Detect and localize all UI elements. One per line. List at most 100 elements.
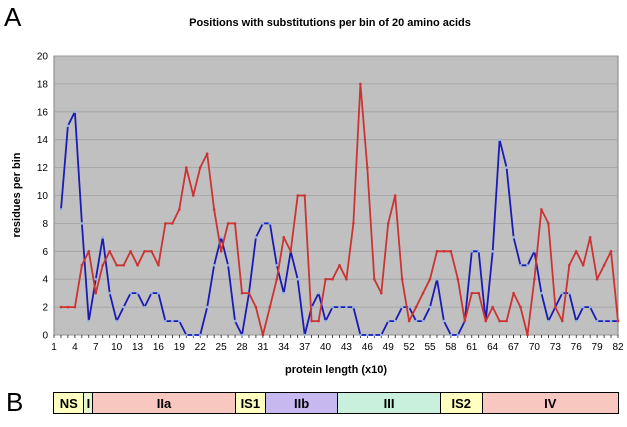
data-point (414, 319, 418, 323)
data-point (602, 319, 606, 323)
data-point (73, 305, 77, 309)
data-point (296, 194, 300, 197)
domain-segment-ns: NS (54, 393, 85, 413)
domain-segment-iv: IV (482, 393, 618, 413)
x-tick-label: 40 (320, 342, 332, 353)
data-point (324, 277, 327, 281)
grid-lines (54, 55, 618, 336)
data-point (178, 319, 181, 323)
data-point (212, 263, 216, 267)
y-tick-label: 12 (37, 163, 49, 174)
x-tick-label: 82 (612, 342, 624, 353)
data-point (157, 291, 160, 295)
y-tick-label: 20 (37, 52, 49, 63)
data-point (456, 333, 460, 337)
data-point (442, 250, 446, 253)
data-point (226, 222, 230, 225)
domain-segment-iib: IIb (266, 393, 339, 413)
data-point (463, 319, 467, 323)
data-point (136, 291, 139, 295)
data-point (247, 291, 251, 295)
data-point (261, 333, 265, 337)
data-point (379, 291, 383, 295)
x-tick-label: 67 (508, 342, 520, 353)
data-point (164, 319, 167, 323)
data-point (352, 222, 355, 225)
x-tick-label: 7 (93, 342, 99, 353)
data-point (66, 305, 70, 309)
data-point (393, 319, 397, 323)
y-tick-label: 4 (42, 275, 48, 286)
domain-segment-is2: IS2 (440, 393, 483, 413)
data-point (442, 319, 446, 323)
data-point (602, 263, 606, 267)
x-tick-label: 16 (153, 342, 165, 353)
data-point (184, 333, 188, 337)
data-point (547, 222, 550, 225)
data-point (386, 222, 390, 225)
x-tick-label: 64 (487, 342, 499, 353)
data-point (80, 222, 84, 225)
data-point (219, 250, 223, 253)
data-point (379, 333, 383, 337)
data-point (101, 263, 105, 267)
data-point (359, 333, 362, 337)
data-point (87, 319, 91, 323)
x-tick-label: 28 (236, 342, 248, 353)
data-point (491, 250, 494, 253)
data-point (540, 208, 543, 211)
data-point (122, 305, 125, 309)
data-point (533, 250, 536, 253)
data-point (73, 110, 77, 114)
data-point (296, 277, 300, 281)
data-point (400, 305, 404, 309)
x-tick-label: 34 (278, 342, 290, 353)
data-point (157, 263, 160, 267)
data-point (66, 124, 70, 128)
data-point (372, 333, 376, 337)
data-point (303, 333, 306, 337)
data-point (254, 236, 258, 239)
data-point (352, 305, 355, 309)
data-point (164, 222, 167, 225)
x-axis-ticks: 1 4 7 10 13 16 19 22 25 28 31 34 37 40 43 46 49 52 55 58 61 6… (51, 335, 624, 353)
x-tick-label: 43 (341, 342, 353, 353)
x-tick-label: 73 (550, 342, 562, 353)
y-axis-ticks: 0 2 4 6 8 10 12 14 16 18 20 (37, 52, 49, 342)
data-point (303, 194, 306, 197)
data-point (470, 250, 474, 253)
x-tick-label: 4 (72, 342, 78, 353)
y-tick-label: 18 (37, 79, 49, 90)
y-tick-label: 10 (37, 191, 49, 202)
y-tick-label: 8 (42, 219, 48, 230)
data-point (198, 166, 202, 169)
data-point (317, 291, 320, 295)
data-point (275, 263, 279, 267)
data-point (400, 277, 404, 281)
data-point (372, 277, 376, 281)
data-point (331, 305, 334, 309)
domain-segment-i: I (84, 393, 94, 413)
data-point (547, 319, 550, 323)
x-tick-label: 58 (445, 342, 457, 353)
data-point (505, 319, 508, 323)
data-point (366, 166, 369, 169)
chart-title: Positions with substitutions per bin of … (189, 17, 471, 29)
data-point (428, 277, 432, 281)
data-point (449, 333, 453, 337)
data-point (136, 263, 139, 267)
data-point (574, 250, 578, 253)
data-point (268, 222, 272, 225)
x-tick-label: 22 (195, 342, 207, 353)
protein-domain-bar: NS I IIa IS1 IIb III IS2 IV (53, 392, 619, 414)
data-point (581, 263, 585, 267)
data-point (115, 263, 118, 267)
data-point (407, 305, 411, 309)
data-point (59, 208, 63, 211)
data-point (560, 291, 564, 295)
data-point (491, 305, 494, 309)
data-point (449, 250, 453, 253)
data-point (198, 333, 202, 337)
domain-segment-iii: III (338, 393, 441, 413)
data-point (150, 291, 153, 295)
